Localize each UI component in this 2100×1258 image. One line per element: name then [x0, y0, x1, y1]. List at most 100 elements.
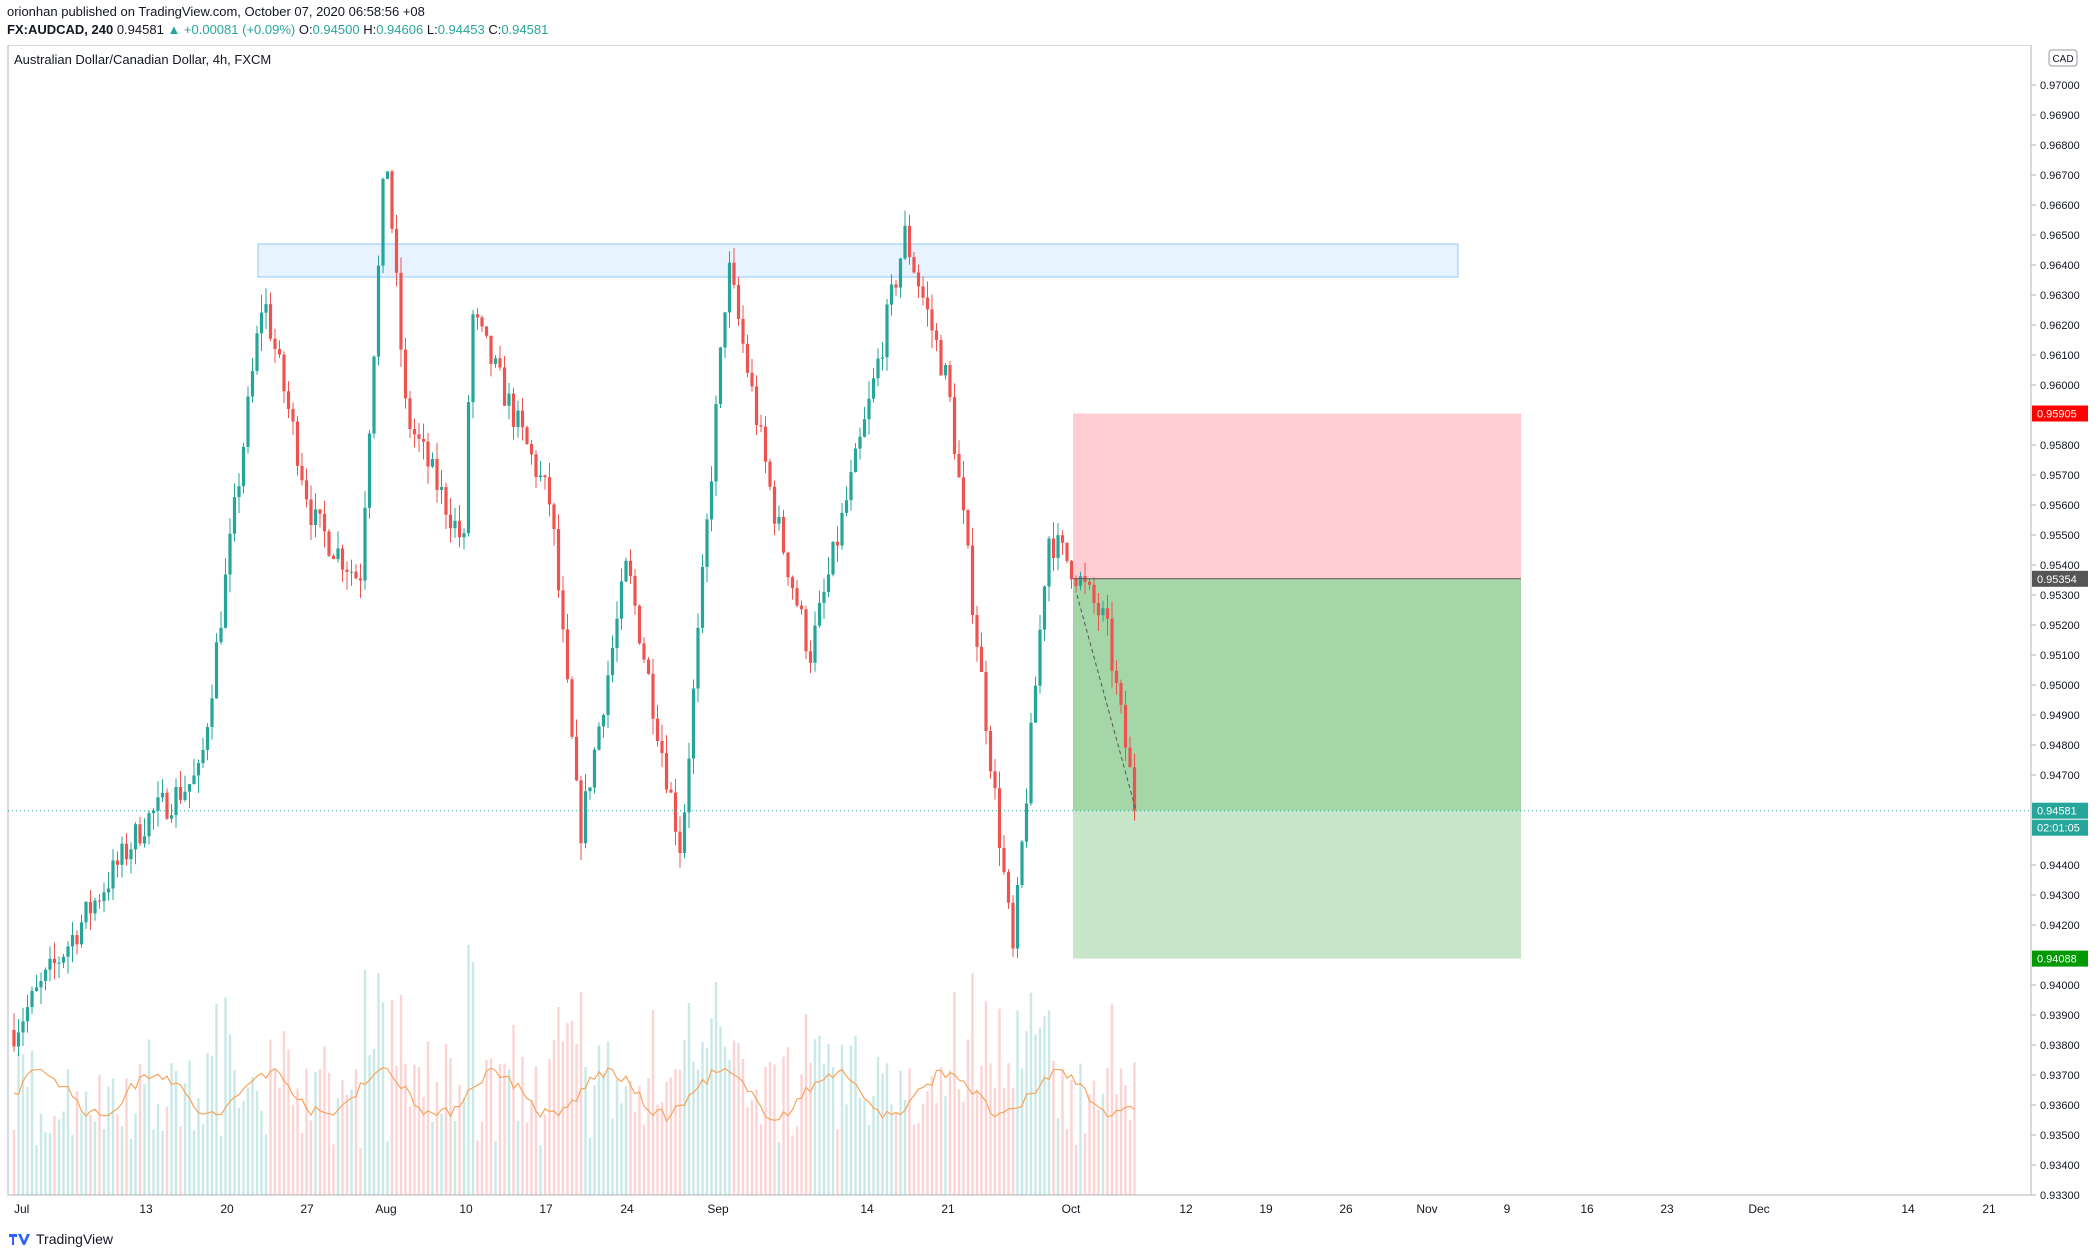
volume-bar — [75, 1091, 79, 1195]
volume-bar — [134, 1113, 137, 1195]
volume-bar — [548, 1059, 551, 1195]
volume-bar — [642, 1124, 646, 1195]
stop-loss-zone — [1073, 413, 1521, 579]
close-label: C: — [488, 22, 502, 37]
candle-body — [655, 718, 660, 742]
candle-body — [871, 378, 876, 399]
volume-bar — [413, 1064, 416, 1195]
y-tick-label: 0.94900 — [2040, 710, 2080, 722]
volume-bar — [323, 1046, 326, 1195]
volume-bar — [1083, 1133, 1087, 1195]
candle-body — [682, 812, 687, 854]
volume-bar — [836, 1129, 839, 1195]
volume-bar — [39, 1113, 43, 1195]
candle-body — [642, 643, 646, 660]
candle-body — [835, 541, 840, 546]
volume-bar — [458, 1084, 461, 1195]
y-tick-label: 0.96800 — [2040, 140, 2080, 152]
symbol-info: FX:AUDCAD, 240 0.94581 ▲ +0.00081 (+0.09… — [7, 22, 548, 38]
last-price: 0.94581 — [116, 22, 164, 37]
footer-brand[interactable]: TradingView — [8, 1231, 113, 1247]
y-tick-label: 0.94700 — [2040, 770, 2080, 782]
candle-body — [417, 434, 421, 439]
candle-body — [556, 529, 561, 591]
candle-body — [1006, 872, 1011, 903]
y-tick-label: 0.93300 — [2040, 1190, 2080, 1202]
volume-bar — [687, 1003, 691, 1195]
volume-bar — [1092, 1080, 1096, 1195]
candle-body — [484, 326, 489, 336]
x-tick-label: 27 — [300, 1202, 314, 1216]
y-tick-label: 0.95400 — [2040, 560, 2080, 572]
price-label: 0.95354 — [2037, 574, 2077, 586]
candle-body — [399, 272, 403, 350]
candle-body — [538, 475, 543, 478]
candle-body — [304, 480, 309, 500]
candle-body — [1051, 538, 1056, 558]
volume-bar — [170, 1063, 173, 1195]
candle-body — [1033, 685, 1038, 723]
currency-badge[interactable] — [2048, 49, 2078, 67]
candle-body — [763, 426, 768, 462]
candle-body — [876, 358, 880, 379]
volume-bar — [435, 1082, 439, 1195]
candle-body — [219, 627, 223, 643]
volume-bar — [422, 1096, 425, 1195]
price-chart[interactable]: Jul 13 20 27 Aug 10 17 24 Sep 14 21 Oct 12 19 26 Nov 9 16… — [0, 45, 2100, 1230]
volume-bar — [426, 1041, 430, 1195]
volume-bar — [291, 1104, 295, 1195]
candle-body — [183, 791, 187, 800]
volume-bar — [872, 1095, 875, 1195]
volume-bar — [336, 1098, 340, 1195]
volume-bar — [566, 1023, 569, 1195]
volume-bar — [219, 1135, 223, 1195]
candle-body — [106, 888, 111, 893]
candle-body — [237, 486, 241, 498]
candle-body — [160, 792, 165, 798]
candle-body — [624, 560, 628, 582]
candle-body — [340, 548, 345, 570]
price-label-bg — [2032, 819, 2088, 836]
volume-bar — [782, 1056, 785, 1195]
volume-bar — [1079, 1063, 1082, 1195]
candle-body — [21, 1021, 25, 1033]
candle-body — [601, 715, 606, 727]
tradingview-logo-icon — [9, 1234, 30, 1245]
x-tick-label: Nov — [1416, 1202, 1437, 1216]
volume-bar — [917, 1123, 920, 1195]
volume-bar — [341, 1080, 344, 1195]
volume-bar — [1047, 1010, 1051, 1195]
candle-body — [43, 969, 48, 981]
candle-body — [610, 647, 615, 676]
candle-body — [30, 990, 34, 1008]
volume-bar — [1101, 1093, 1105, 1195]
candle-body — [583, 791, 588, 844]
candle-body — [619, 581, 624, 619]
candle-body — [439, 487, 444, 490]
candle-body — [759, 425, 763, 427]
volume-bar — [332, 1144, 335, 1195]
volume-bar — [242, 1101, 245, 1195]
currency-badge-label: CAD — [2052, 54, 2073, 65]
candle-body — [1096, 602, 1101, 616]
volume-bar — [1002, 1088, 1006, 1195]
volume-bar — [894, 1112, 898, 1195]
candle-body — [354, 571, 358, 579]
candle-body — [282, 354, 286, 392]
volume-bar — [921, 1103, 925, 1195]
volume-bar — [201, 1124, 205, 1195]
y-tick-label: 0.94400 — [2040, 860, 2080, 872]
y-tick-label: 0.95700 — [2040, 470, 2080, 482]
symbol-name: FX:AUDCAD, 240 — [7, 22, 114, 37]
volume-bar — [867, 1124, 871, 1195]
volume-bar — [264, 1134, 268, 1195]
volume-bar — [269, 1039, 272, 1195]
volume-bar — [710, 1018, 713, 1195]
candle-body — [844, 500, 849, 513]
candle-body — [277, 349, 282, 355]
volume-bar — [44, 1132, 47, 1195]
volume-bar — [395, 1065, 398, 1195]
volume-bar — [278, 1087, 281, 1195]
candle-body — [178, 787, 183, 800]
volume-bar — [516, 1121, 520, 1195]
